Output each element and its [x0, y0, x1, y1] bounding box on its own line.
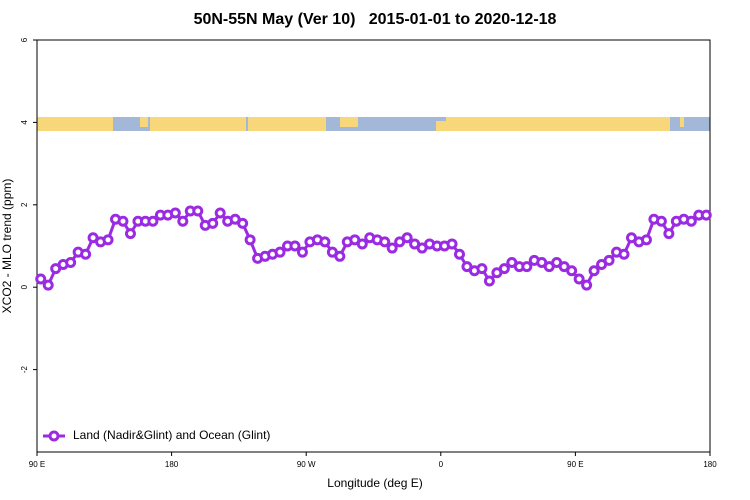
land-band: [37, 117, 113, 131]
data-point: [214, 207, 226, 219]
data-point: [685, 215, 697, 227]
x-tick-label: 90 W: [297, 460, 316, 469]
data-point: [663, 228, 675, 240]
data-point: [453, 248, 465, 260]
legend-label: Land (Nadir&Glint) and Ocean (Glint): [73, 428, 270, 442]
data-point: [618, 248, 630, 260]
land-band: [680, 117, 684, 127]
data-point: [386, 242, 398, 254]
data-point: [573, 273, 585, 285]
data-point: [244, 234, 256, 246]
y-tick-label: 6: [20, 37, 29, 42]
land-band: [436, 121, 446, 131]
data-point: [640, 234, 652, 246]
data-point: [177, 215, 189, 227]
x-tick-label: 180: [165, 460, 179, 469]
data-point: [498, 263, 510, 275]
data-point: [401, 232, 413, 244]
data-point: [655, 215, 667, 227]
data-point: [581, 279, 593, 291]
x-tick-label: 90 E: [29, 460, 45, 469]
data-point: [356, 238, 368, 250]
data-point: [521, 261, 533, 273]
y-tick-label: 0: [20, 284, 29, 289]
data-point: [117, 215, 129, 227]
data-point: [603, 254, 615, 266]
land-band: [446, 117, 670, 131]
land-band: [248, 117, 326, 131]
x-axis-label: Longitude (deg E): [327, 476, 422, 490]
data-point: [207, 217, 219, 229]
data-point: [192, 205, 204, 217]
data-point: [237, 217, 249, 229]
data-point: [588, 265, 600, 277]
data-point: [334, 250, 346, 262]
y-tick-label: -2: [20, 365, 29, 373]
land-band: [340, 117, 358, 127]
data-point: [169, 207, 181, 219]
data-point: [476, 263, 488, 275]
y-tick-label: 2: [20, 202, 29, 207]
data-point: [274, 246, 286, 258]
x-tick-label: 180: [703, 460, 717, 469]
data-point: [289, 240, 301, 252]
data-point: [700, 209, 712, 221]
land-band: [140, 117, 148, 127]
data-point: [296, 246, 308, 258]
data-point: [124, 228, 136, 240]
data-point: [319, 236, 331, 248]
x-tick-label: 90 E: [567, 460, 583, 469]
x-tick-label: 0: [439, 460, 444, 469]
data-point: [446, 238, 458, 250]
land-ocean-band: [37, 117, 710, 131]
data-point: [65, 256, 77, 268]
data-point: [147, 215, 159, 227]
data-point: [35, 273, 47, 285]
data-point: [80, 248, 92, 260]
data-point: [102, 234, 114, 246]
land-band: [150, 117, 246, 131]
y-tick-label: 4: [20, 120, 29, 125]
y-axis-label: XCO2 - MLO trend (ppm): [0, 179, 14, 314]
plot-frame: [36, 39, 711, 453]
data-point: [483, 275, 495, 287]
data-point: [379, 236, 391, 248]
data-point: [42, 279, 54, 291]
legend-marker: [48, 430, 60, 442]
chart-title: 50N-55N May (Ver 10) 2015-01-01 to 2020-…: [194, 11, 557, 28]
data-point: [566, 265, 578, 277]
